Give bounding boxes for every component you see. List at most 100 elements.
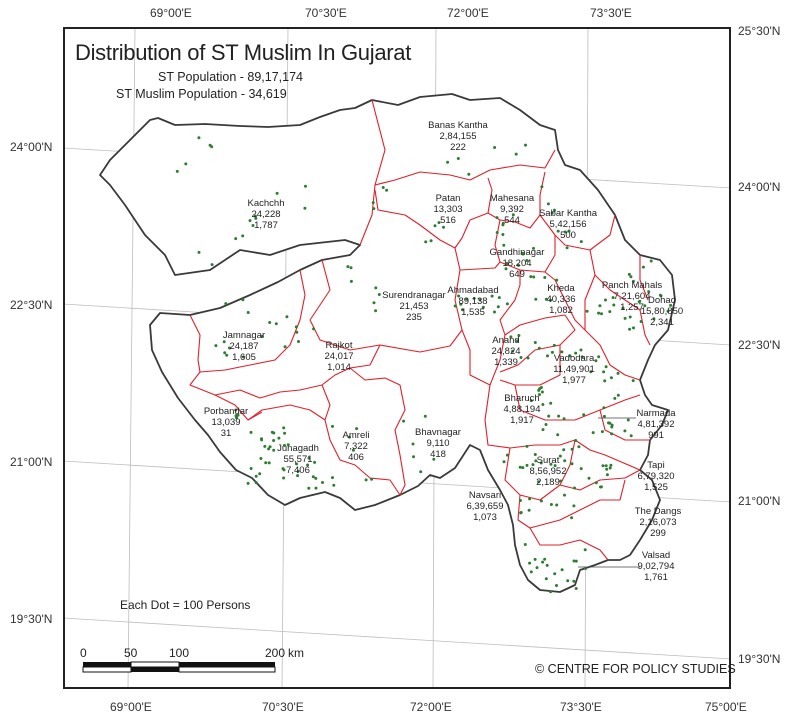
population-dot (555, 278, 559, 282)
population-dot (555, 584, 558, 587)
population-dot (270, 430, 274, 434)
population-dot (258, 472, 262, 476)
population-dot (246, 481, 250, 485)
population-dot (597, 311, 601, 315)
district-label: Dohad 15,80,850 2,341 (641, 295, 683, 328)
population-dot (493, 310, 496, 314)
district-st: 2,16,073 (639, 517, 677, 528)
population-dot (560, 568, 564, 572)
population-dot (570, 447, 574, 451)
border-junagadh (247, 404, 401, 496)
district-muslim: 991 (648, 430, 664, 441)
population-dot (600, 312, 603, 316)
district-name: Ahmadabad (447, 285, 499, 296)
population-dot (241, 298, 245, 302)
grid-label-bottom-1: 69°00'E (110, 700, 152, 714)
population-dot (295, 330, 299, 334)
border-narmada (599, 409, 650, 441)
population-dot (241, 355, 245, 359)
district-muslim: 1,014 (327, 362, 351, 373)
population-dot (505, 261, 509, 265)
district-muslim: 418 (430, 449, 446, 460)
population-dot (533, 453, 537, 456)
district-muslim: 1,917 (510, 415, 534, 426)
district-label: Banas Kantha 2,84,155 222 (428, 120, 488, 153)
population-dot (574, 559, 578, 563)
population-dot (493, 146, 497, 149)
district-name: Mahesana (489, 193, 535, 204)
grid-label-bottom-4: 73°30'E (560, 700, 602, 714)
district-label: Kachchh 24,228 1,787 (248, 198, 285, 231)
population-dot (282, 476, 286, 480)
population-dot (303, 206, 307, 210)
population-dot (532, 246, 535, 250)
population-dot (349, 279, 353, 283)
population-dot (563, 459, 567, 463)
district-st: 2,84,155 (439, 131, 477, 142)
population-dot (377, 293, 381, 296)
population-dot (574, 587, 578, 590)
population-dot (537, 393, 541, 397)
district-label: Mahesana 9,392 544 (490, 193, 534, 226)
population-dot (545, 563, 549, 567)
district-boundaries (189, 99, 651, 561)
grid-label-top-2: 70°30'E (305, 6, 347, 20)
population-dot (541, 403, 545, 406)
population-dot (307, 486, 311, 490)
population-dot (511, 213, 515, 217)
population-dot (275, 191, 279, 195)
population-dot (472, 296, 476, 300)
population-dot (543, 276, 547, 279)
district-label: Junagadh 55,571 7,406 (277, 443, 319, 476)
population-dot (649, 259, 653, 263)
population-dot (572, 579, 576, 583)
population-dot (604, 464, 608, 468)
district-label: Jamnagar 24,187 1,605 (223, 330, 265, 363)
district-muslim: 2,189 (536, 477, 560, 488)
population-dot (267, 461, 271, 465)
population-dot (544, 297, 548, 301)
population-dot (610, 423, 614, 427)
population-dot (372, 301, 376, 305)
population-dot (314, 476, 318, 480)
population-dot (306, 463, 310, 467)
population-dot (175, 169, 179, 173)
scale-seg-3 (179, 662, 275, 667)
population-dot (539, 499, 543, 503)
population-dot (537, 480, 541, 484)
population-dot (579, 467, 583, 471)
population-dot (556, 229, 560, 233)
district-label: Ahmadabad 89,138 1,535 (447, 285, 498, 318)
population-dot (437, 221, 441, 225)
border-jamnagar (189, 314, 201, 373)
population-dot (297, 340, 300, 343)
population-dot (613, 396, 617, 400)
population-dot (621, 306, 625, 310)
population-dot (412, 455, 415, 459)
population-dot (527, 508, 531, 512)
population-dot (623, 429, 627, 433)
border-surat (484, 384, 641, 471)
district-muslim: 1,787 (254, 220, 278, 231)
district-name: Porbandar (203, 406, 249, 417)
district-label: Anand 24,824 1,339 (491, 335, 520, 368)
population-dot (612, 303, 616, 307)
district-st: 13,039 (211, 417, 241, 428)
population-dot (459, 302, 463, 306)
district-st: 7,21,604 (613, 291, 651, 302)
district-st: 40,336 (546, 294, 576, 305)
district-label: Tapi 6,79,320 1,525 (638, 460, 675, 493)
population-dot (563, 230, 567, 234)
district-st: 24,187 (229, 341, 259, 352)
population-dot (631, 279, 635, 283)
population-dot (547, 414, 551, 418)
population-dot (260, 334, 264, 338)
population-dot (652, 317, 656, 321)
population-dot (580, 355, 584, 359)
district-name: The Dangs (634, 506, 682, 517)
population-dot (511, 349, 515, 353)
population-dot (234, 408, 238, 412)
population-dot (364, 478, 368, 482)
population-dot (591, 431, 595, 435)
